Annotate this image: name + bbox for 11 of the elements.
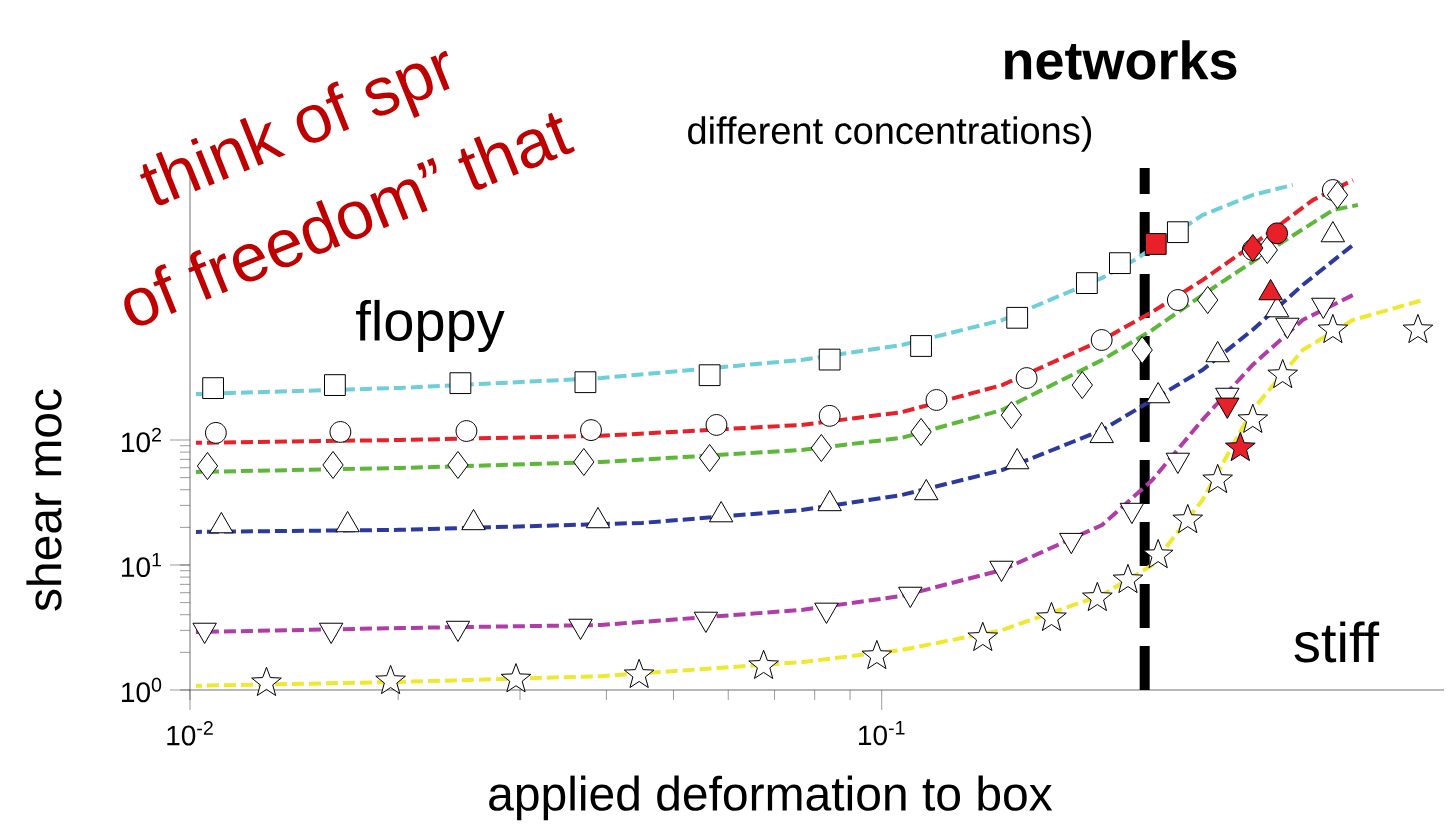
x-axis-title: applied deformation to box: [489, 775, 1053, 821]
y-tick-label: 10$^{1}$: [122, 552, 161, 578]
x-tick-label: 10$^{-1}$: [859, 721, 905, 746]
y-axis-title: shear moc: [26, 389, 62, 611]
chart-title: networks: [1005, 40, 1237, 80]
y-tick-label: 10$^{0}$: [122, 677, 162, 703]
y-tick-label: 10$^{2}$: [122, 427, 161, 453]
chart-subtitle: different concentrations): [688, 116, 1092, 152]
annotation: floppy: [356, 299, 505, 353]
annotation: stiff: [1294, 621, 1380, 663]
x-tick-label: 10$^{-2}$: [167, 721, 213, 746]
